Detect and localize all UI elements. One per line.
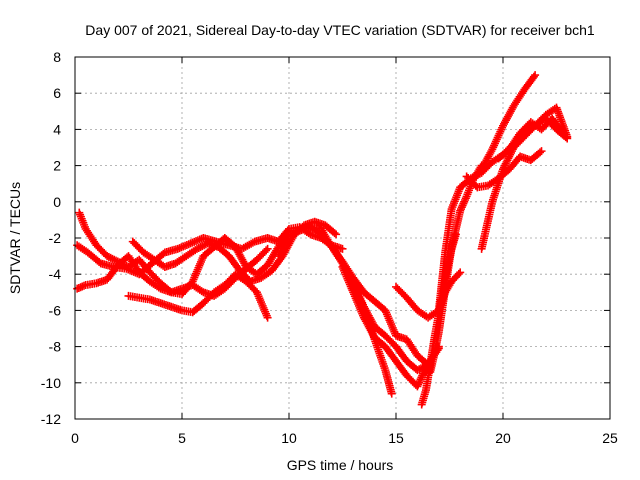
data-point bbox=[288, 230, 297, 239]
y-tick-label: 0 bbox=[53, 194, 61, 210]
data-point bbox=[110, 255, 119, 264]
data-point bbox=[332, 230, 341, 239]
data-point bbox=[563, 132, 572, 141]
data-point bbox=[387, 389, 396, 398]
y-tick-label: -6 bbox=[49, 302, 62, 318]
data-point bbox=[263, 313, 272, 322]
y-tick-label: 2 bbox=[53, 158, 61, 174]
data-point bbox=[456, 268, 465, 277]
data-point bbox=[106, 253, 115, 262]
x-tick-label: 10 bbox=[281, 430, 297, 446]
data-point bbox=[500, 161, 509, 170]
data-point bbox=[529, 72, 538, 81]
data-point bbox=[502, 157, 511, 166]
data-point bbox=[413, 382, 422, 391]
data-point bbox=[416, 375, 425, 384]
data-point bbox=[461, 195, 470, 204]
x-tick-label: 20 bbox=[495, 430, 511, 446]
data-point bbox=[557, 127, 566, 136]
data-point bbox=[292, 228, 301, 237]
data-point bbox=[505, 152, 514, 161]
y-tick-label: 8 bbox=[53, 49, 61, 65]
series-trace-4 bbox=[124, 270, 272, 322]
series-trace-10 bbox=[392, 268, 465, 322]
data-point bbox=[248, 238, 257, 247]
chart-title: Day 007 of 2021, Sidereal Day-to-day VTE… bbox=[85, 22, 595, 38]
data-point bbox=[196, 243, 205, 252]
data-point bbox=[338, 244, 347, 253]
data-point bbox=[286, 231, 295, 240]
data-point bbox=[472, 171, 481, 180]
data-point bbox=[531, 71, 540, 80]
data-point bbox=[103, 252, 112, 261]
data-point bbox=[290, 229, 299, 238]
y-tick-label: -8 bbox=[49, 339, 62, 355]
data-point bbox=[330, 229, 339, 238]
grid bbox=[75, 57, 610, 419]
y-tick-label: 4 bbox=[53, 121, 61, 137]
series-trace-14 bbox=[477, 71, 540, 174]
x-axis-ticks: 0 5 10 15 20 25 bbox=[71, 57, 618, 446]
data-point bbox=[414, 380, 423, 389]
y-tick-label: -4 bbox=[49, 266, 62, 282]
x-tick-label: 5 bbox=[178, 430, 186, 446]
data-point bbox=[535, 148, 544, 157]
y-axis-ticks: -12 -10 -8 -6 -4 -2 0 2 4 6 8 bbox=[41, 49, 610, 427]
data-point bbox=[456, 206, 465, 215]
data-point bbox=[470, 172, 479, 181]
data-point bbox=[459, 199, 468, 208]
y-tick-label: -2 bbox=[49, 230, 62, 246]
y-tick-label: 6 bbox=[53, 85, 61, 101]
data-point bbox=[558, 129, 567, 138]
y-tick-label: -12 bbox=[41, 411, 61, 427]
series-trace-5 bbox=[128, 217, 341, 286]
x-tick-label: 25 bbox=[602, 430, 618, 446]
data-point bbox=[262, 246, 271, 255]
x-axis-label: GPS time / hours bbox=[287, 457, 394, 473]
data-point bbox=[192, 244, 201, 253]
data-point bbox=[460, 197, 469, 206]
data-point bbox=[200, 241, 209, 250]
data-point bbox=[285, 232, 293, 241]
data-point bbox=[504, 154, 513, 163]
data-point bbox=[457, 203, 466, 212]
data-point bbox=[458, 201, 467, 210]
data-point bbox=[104, 253, 113, 262]
data-point bbox=[417, 373, 426, 382]
data-point bbox=[501, 159, 510, 168]
series-trace-17 bbox=[494, 114, 567, 163]
y-axis-label: SDTVAR / TECUs bbox=[7, 182, 23, 294]
data-point bbox=[461, 194, 470, 203]
data-point bbox=[108, 254, 117, 263]
data-point bbox=[415, 376, 424, 385]
data-point bbox=[293, 227, 302, 236]
data-point bbox=[537, 147, 546, 156]
data-point bbox=[198, 242, 207, 251]
x-tick-label: 15 bbox=[388, 430, 404, 446]
data-point bbox=[503, 156, 512, 165]
data-point bbox=[454, 269, 463, 278]
data-points bbox=[73, 71, 572, 409]
data-point bbox=[415, 378, 424, 387]
y-tick-label: -10 bbox=[41, 375, 61, 391]
data-point bbox=[197, 287, 206, 296]
data-point bbox=[413, 366, 422, 375]
data-point bbox=[457, 205, 466, 214]
data-point bbox=[471, 181, 480, 190]
data-point bbox=[263, 244, 272, 253]
series-trace-16 bbox=[462, 147, 546, 192]
x-tick-label: 0 bbox=[71, 430, 79, 446]
data-point bbox=[487, 147, 496, 156]
data-point bbox=[474, 170, 483, 179]
data-point bbox=[415, 365, 424, 374]
data-point bbox=[194, 243, 203, 252]
data-point bbox=[154, 283, 163, 292]
